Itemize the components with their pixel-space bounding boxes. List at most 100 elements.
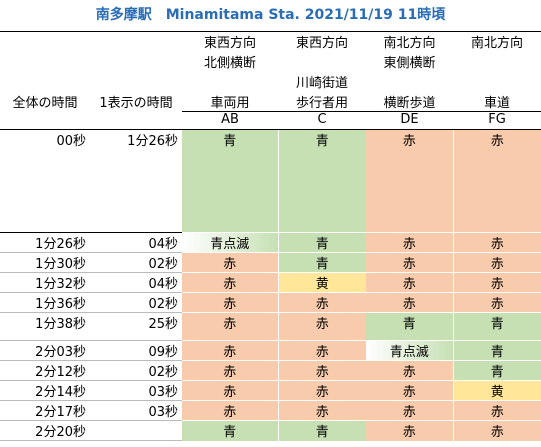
signal-ab-cell: 赤 <box>182 292 278 313</box>
signal-fg-cell: 黄 <box>452 380 541 401</box>
header-ab-line1: 東西方向 <box>182 31 278 52</box>
table-row: 2分20秒 青 青 赤 赤 <box>0 420 541 441</box>
header-de-code: DE <box>366 111 453 130</box>
total-time-cell: 2分03秒 <box>0 340 90 361</box>
signal-c-cell: 黄 <box>277 272 366 293</box>
signal-ab-cell: 青 <box>182 129 278 233</box>
signal-ab-cell: 赤 <box>182 360 278 381</box>
signal-fg-cell: 青 <box>452 360 541 381</box>
header-c-code: C <box>278 111 366 130</box>
signal-de-cell: 赤 <box>366 400 453 421</box>
signal-table: 東西方向 東西方向 南北方向 南北方向 北側横断 東側横断 川崎街道 全体の時間… <box>0 31 541 441</box>
table-row: 1分30秒 02秒 赤 青 赤 赤 <box>0 252 541 273</box>
header-ab-name: 車両用 <box>182 91 278 112</box>
signal-de-cell: 赤 <box>366 252 453 273</box>
signal-fg-cell: 赤 <box>452 420 541 441</box>
signal-ab-cell: 赤 <box>182 312 278 341</box>
total-time-cell: 00秒 <box>56 134 86 149</box>
step-time-cell: 02秒 <box>90 360 182 381</box>
total-time-cell: 1分36秒 <box>0 292 90 313</box>
signal-c-cell: 青 <box>277 232 366 253</box>
signal-fg-cell: 赤 <box>452 129 541 233</box>
signal-de-cell: 赤 <box>366 232 453 253</box>
header-fg-line3 <box>453 71 541 92</box>
signal-fg-cell: 赤 <box>452 400 541 421</box>
signal-de-cell: 赤 <box>366 272 453 293</box>
header-row-1: 東西方向 東西方向 南北方向 南北方向 <box>0 31 541 52</box>
signal-ab-cell: 赤 <box>182 380 278 401</box>
table-row: 1分36秒 02秒 赤 赤 赤 赤 <box>0 292 541 313</box>
header-c-line3: 川崎街道 <box>278 71 366 92</box>
signal-de-cell: 青点滅 <box>366 340 453 361</box>
header-fg-line2 <box>453 51 541 72</box>
header-c-line2 <box>278 51 366 72</box>
header-step-time: 1表示の時間 <box>90 91 182 112</box>
step-time-cell: 04秒 <box>90 272 182 293</box>
step-time-cell: 04秒 <box>90 232 182 253</box>
signal-c-cell: 赤 <box>277 400 366 421</box>
header-ab-line3 <box>182 71 278 92</box>
table-row: 2分03秒 09秒 赤 赤 青点滅 青 <box>0 340 541 361</box>
header-fg-name: 車道 <box>453 91 541 112</box>
step-time-cell: 02秒 <box>90 252 182 273</box>
total-time-cell: 1分30秒 <box>0 252 90 273</box>
signal-de-cell: 赤 <box>366 292 453 313</box>
signal-c-cell: 青 <box>277 129 366 233</box>
signal-c-cell: 赤 <box>277 292 366 313</box>
step-time-cell: 03秒 <box>90 400 182 421</box>
step-time-cell: 09秒 <box>90 340 182 361</box>
signal-de-cell: 赤 <box>366 129 453 233</box>
total-time-cell: 2分17秒 <box>0 400 90 421</box>
header-fg-code: FG <box>453 111 541 130</box>
header-row-codes: AB C DE FG <box>0 111 541 130</box>
table-row: 2分17秒 03秒 赤 赤 赤 赤 <box>0 400 541 421</box>
header-row-3: 川崎街道 <box>0 71 541 92</box>
signal-fg-cell: 赤 <box>452 272 541 293</box>
header-de-line3 <box>366 71 453 92</box>
total-time-cell: 1分26秒 <box>0 232 90 253</box>
step-time-cell: 03秒 <box>90 380 182 401</box>
signal-c-cell: 赤 <box>277 312 366 341</box>
signal-ab-cell: 赤 <box>182 252 278 273</box>
header-de-line1: 南北方向 <box>366 31 453 52</box>
step-time-cell: 02秒 <box>90 292 182 313</box>
signal-ab-cell: 青点滅 <box>182 232 278 253</box>
header-ab-line2: 北側横断 <box>182 51 278 72</box>
signal-fg-cell: 青 <box>452 340 541 361</box>
signal-fg-cell: 赤 <box>452 292 541 313</box>
signal-c-cell: 青 <box>277 420 366 441</box>
header-row-2: 北側横断 東側横断 <box>0 51 541 72</box>
header-de-line2: 東側横断 <box>366 51 453 72</box>
header-c-line1: 東西方向 <box>278 31 366 52</box>
total-time-cell: 2分12秒 <box>0 360 90 381</box>
total-time-cell: 1分32秒 <box>0 272 90 293</box>
signal-de-cell: 赤 <box>366 380 453 401</box>
header-de-name: 横断歩道 <box>366 91 453 112</box>
table-row: 1分38秒 25秒 赤 赤 青 青 <box>0 312 541 341</box>
signal-c-cell: 赤 <box>277 340 366 361</box>
total-time-cell: 1分38秒 <box>0 312 90 341</box>
step-time-cell <box>90 420 182 441</box>
signal-ab-cell: 赤 <box>182 340 278 361</box>
table-row: 00秒 1分26秒 青 青 赤 赤 <box>0 129 541 233</box>
table-row: 2分12秒 02秒 赤 赤 赤 青 <box>0 360 541 381</box>
table-row: 2分14秒 03秒 赤 赤 赤 黄 <box>0 380 541 401</box>
signal-de-cell: 赤 <box>366 360 453 381</box>
header-fg-line1: 南北方向 <box>453 31 541 52</box>
step-time-cell: 25秒 <box>90 312 182 341</box>
signal-fg-cell: 青 <box>452 312 541 341</box>
signal-fg-cell: 赤 <box>452 252 541 273</box>
signal-fg-cell: 赤 <box>452 232 541 253</box>
signal-de-cell: 青 <box>366 312 453 341</box>
header-row-4: 全体の時間 1表示の時間 車両用 歩行者用 横断歩道 車道 <box>0 91 541 112</box>
signal-c-cell: 青 <box>277 252 366 273</box>
signal-de-cell: 赤 <box>366 420 453 441</box>
total-time-cell: 2分20秒 <box>0 420 90 441</box>
signal-c-cell: 赤 <box>277 360 366 381</box>
signal-ab-cell: 赤 <box>182 400 278 421</box>
signal-ab-cell: 青 <box>182 420 278 441</box>
page-title: 南多摩駅 Minamitama Sta. 2021/11/19 11時頃 <box>95 7 446 23</box>
table-row: 1分26秒 04秒 青点滅 青 赤 赤 <box>0 232 541 253</box>
signal-ab-cell: 赤 <box>182 272 278 293</box>
